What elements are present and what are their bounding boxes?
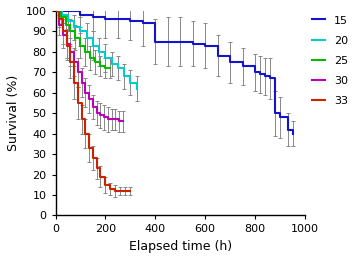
X-axis label: Elapsed time (h): Elapsed time (h) [129,240,232,253]
Y-axis label: Survival (%): Survival (%) [7,75,20,151]
Legend: 15, 20, 25, 30, 33: 15, 20, 25, 30, 33 [307,11,353,110]
